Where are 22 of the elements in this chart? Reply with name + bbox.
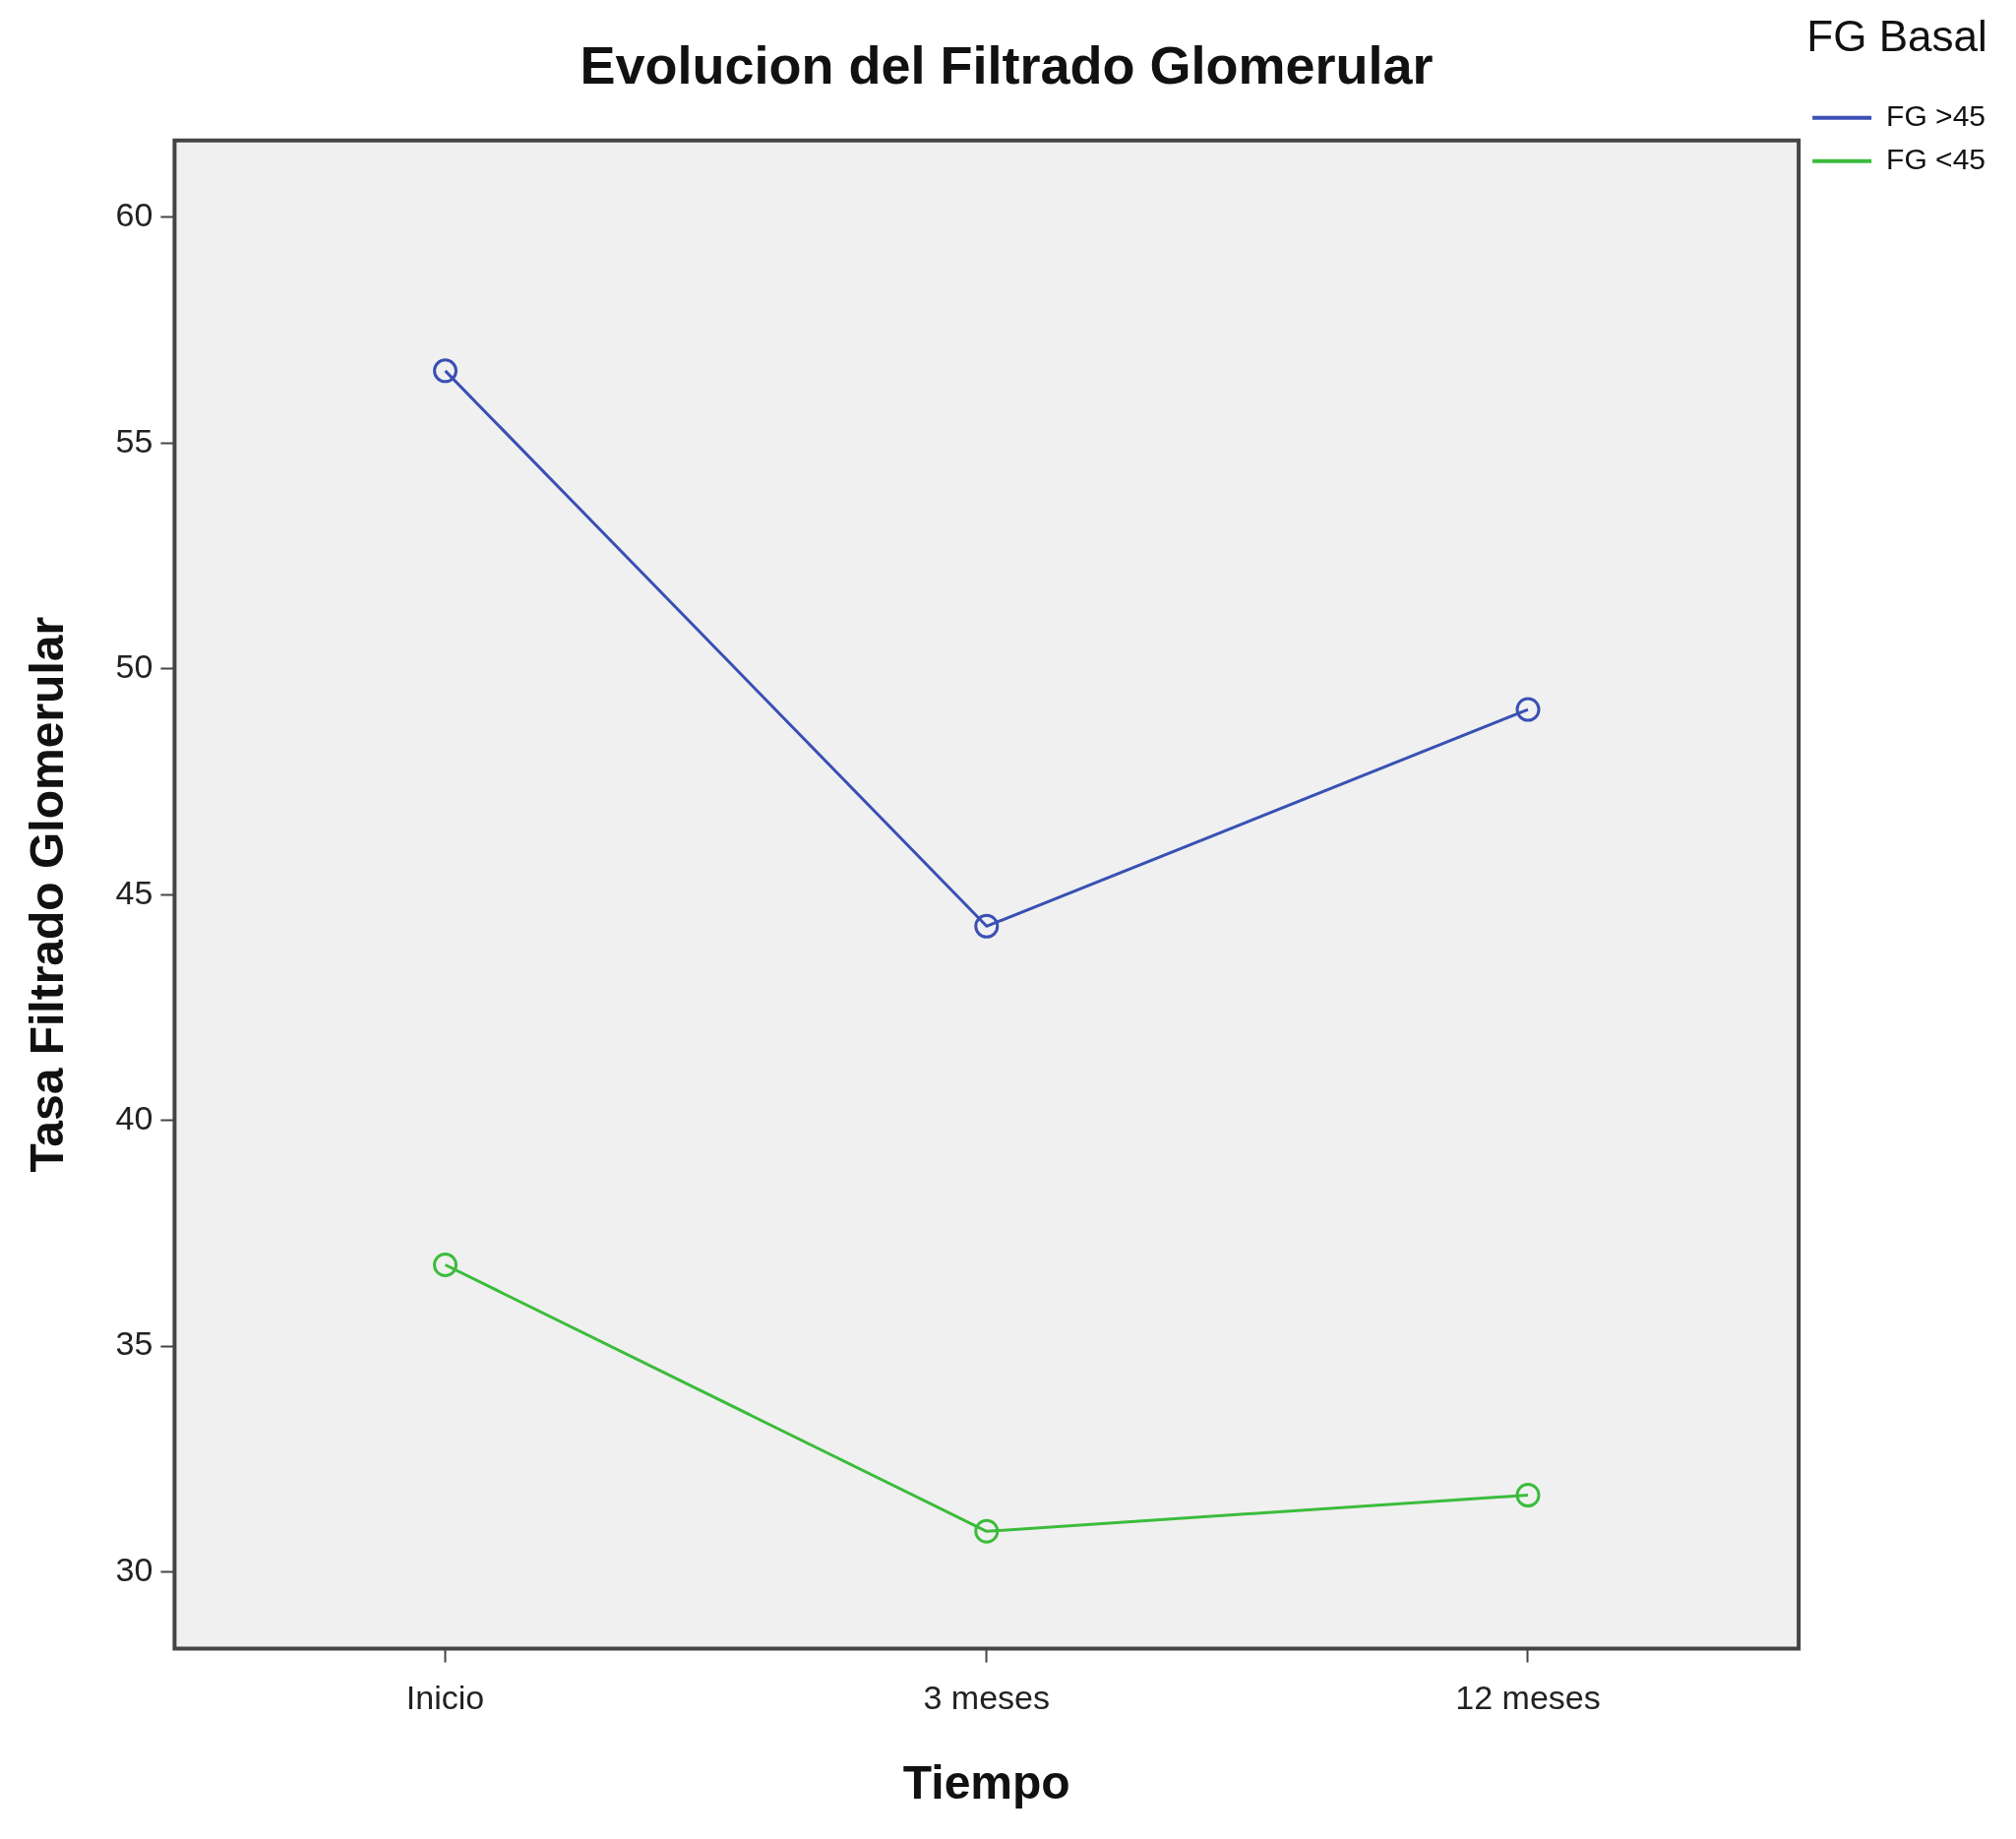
y-tick-label: 45: [115, 873, 153, 911]
x-tick-label: 3 meses: [923, 1679, 1051, 1717]
legend-label: FG <45: [1886, 143, 1986, 176]
y-tick-label: 30: [115, 1550, 153, 1588]
y-tick-label: 55: [115, 421, 153, 460]
x-tick-label: Inicio: [405, 1679, 485, 1717]
y-tick-label: 60: [115, 196, 153, 234]
y-tick-label: 50: [115, 647, 153, 686]
y-axis-title: Tasa Filtrado Glomerular: [21, 616, 74, 1173]
y-tick-label: 35: [115, 1324, 153, 1363]
point: [433, 358, 458, 384]
x-tick-label: 12 meses: [1455, 1679, 1601, 1717]
point: [1515, 697, 1541, 722]
y-tick-label: 40: [115, 1099, 153, 1137]
chart-title: Evolucion del Filtrado Glomerular: [580, 35, 1434, 95]
point: [433, 1253, 458, 1278]
point: [974, 1518, 1000, 1544]
legend-label: FG >45: [1886, 99, 1986, 133]
point: [1515, 1483, 1541, 1508]
point: [974, 913, 1000, 939]
legend-title: FG Basal: [1806, 12, 1987, 61]
x-axis-title: Tiempo: [902, 1756, 1070, 1809]
